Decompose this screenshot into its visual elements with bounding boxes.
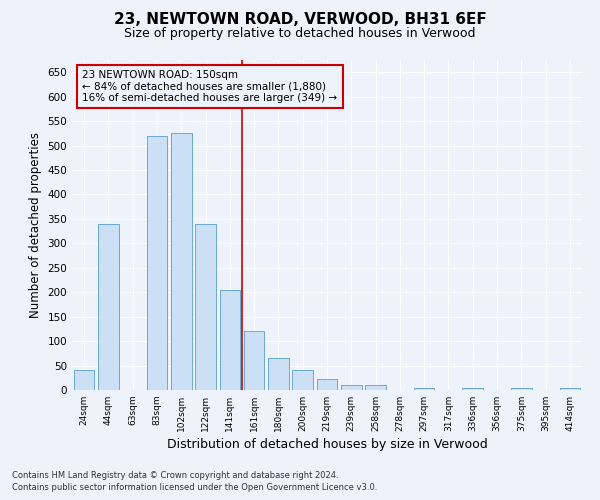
Bar — [268, 358, 289, 390]
Bar — [98, 224, 119, 390]
Bar — [560, 388, 580, 390]
Bar — [220, 290, 240, 390]
Y-axis label: Number of detached properties: Number of detached properties — [29, 132, 42, 318]
Bar — [74, 370, 94, 390]
Bar — [292, 370, 313, 390]
Bar — [171, 134, 191, 390]
Bar — [511, 388, 532, 390]
Bar — [463, 388, 483, 390]
Text: 23, NEWTOWN ROAD, VERWOOD, BH31 6EF: 23, NEWTOWN ROAD, VERWOOD, BH31 6EF — [113, 12, 487, 28]
Bar — [317, 379, 337, 390]
Bar — [244, 332, 265, 390]
X-axis label: Distribution of detached houses by size in Verwood: Distribution of detached houses by size … — [167, 438, 487, 451]
Bar — [146, 136, 167, 390]
Text: Contains public sector information licensed under the Open Government Licence v3: Contains public sector information licen… — [12, 484, 377, 492]
Text: Size of property relative to detached houses in Verwood: Size of property relative to detached ho… — [124, 28, 476, 40]
Bar — [365, 385, 386, 390]
Text: 23 NEWTOWN ROAD: 150sqm
← 84% of detached houses are smaller (1,880)
16% of semi: 23 NEWTOWN ROAD: 150sqm ← 84% of detache… — [82, 70, 337, 103]
Text: Contains HM Land Registry data © Crown copyright and database right 2024.: Contains HM Land Registry data © Crown c… — [12, 471, 338, 480]
Bar — [341, 385, 362, 390]
Bar — [414, 388, 434, 390]
Bar — [195, 224, 216, 390]
